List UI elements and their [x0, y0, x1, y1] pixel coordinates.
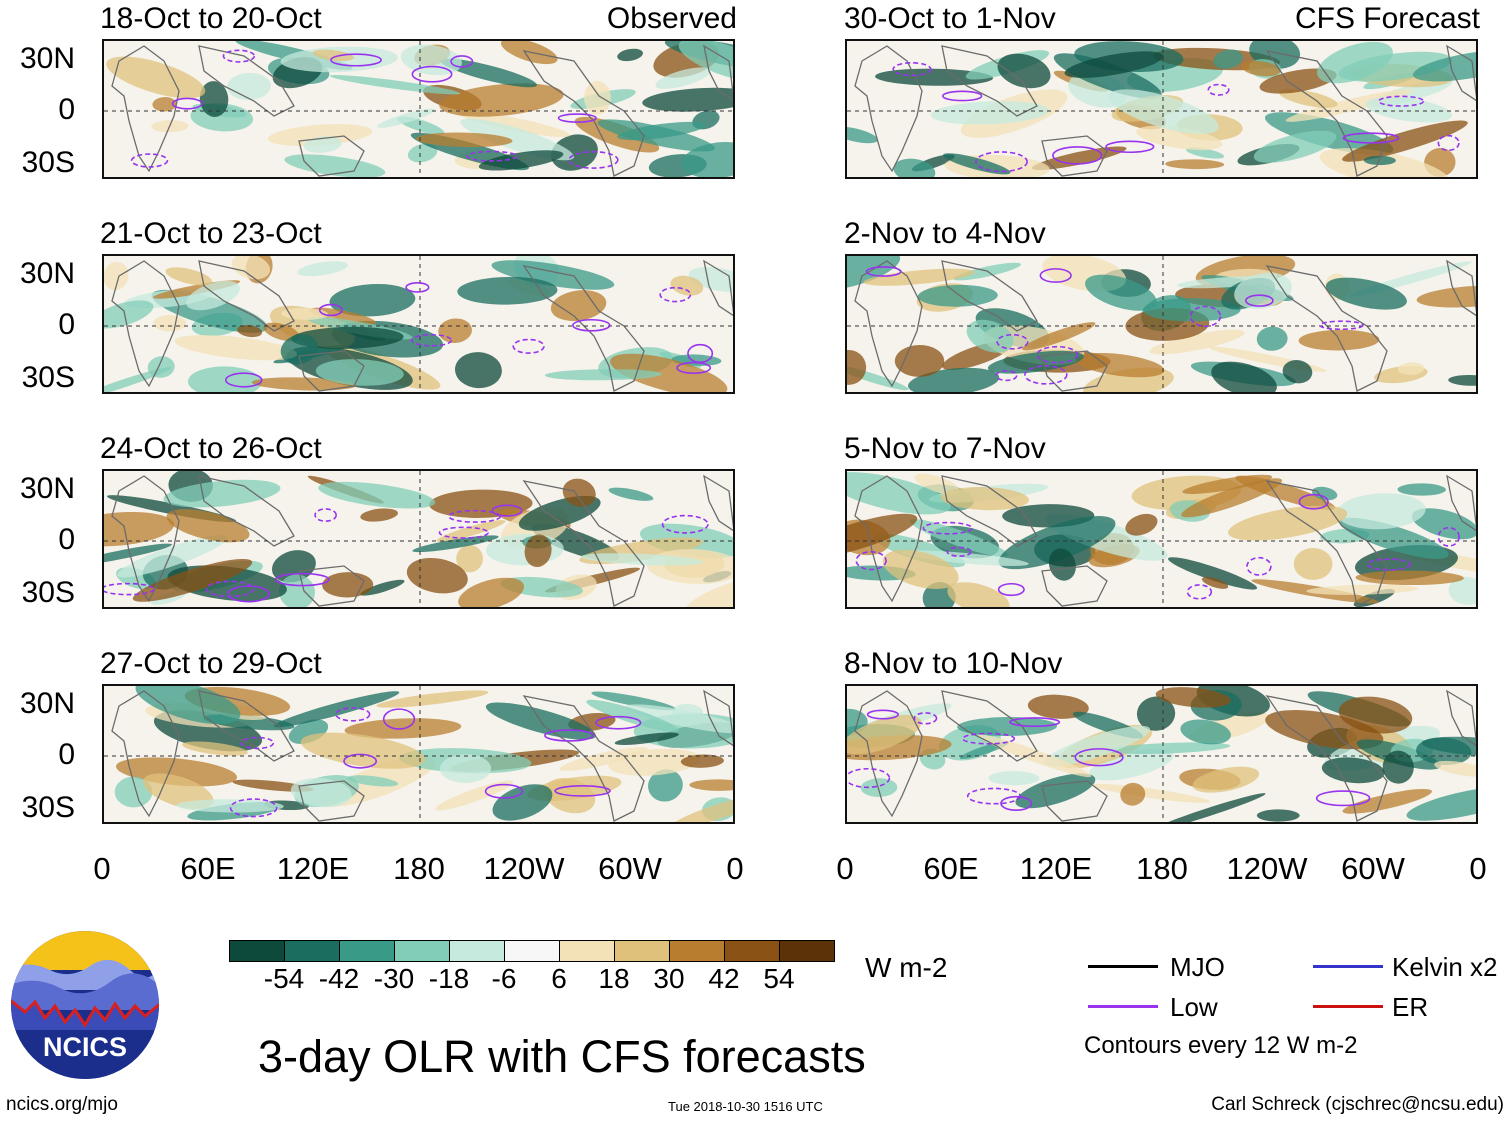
olr-map-panel-3: [102, 469, 735, 609]
lon-label-180: 180: [393, 851, 445, 886]
colorbar-unit: W m-2: [865, 952, 948, 983]
colorbar-swatch: [559, 940, 615, 962]
lon-label-60w: 60W: [1341, 851, 1405, 886]
lon-label-0: 0: [93, 851, 111, 886]
colorbar-tick-label: -6: [491, 963, 517, 994]
panel-title-4: 27-Oct to 29-Oct: [100, 647, 322, 680]
colorbar-swatch: [779, 940, 835, 962]
lon-label-120w: 120W: [483, 851, 565, 886]
lon-label-60e: 60E: [923, 851, 979, 886]
footer-url[interactable]: ncics.org/mjo: [6, 1094, 118, 1115]
lon-label-60e: 60E: [180, 851, 236, 886]
colorbar-tick-label: 54: [763, 963, 795, 994]
lat-label-0: 0: [58, 93, 75, 126]
olr-map-panel-5: [845, 39, 1478, 179]
legend-label-mjo: MJO: [1170, 952, 1225, 982]
colorbar-tick-label: -42: [318, 963, 360, 994]
lon-label-0: 0: [1469, 851, 1487, 886]
colorbar-swatch: [394, 940, 450, 962]
olr-map-panel-1: [102, 39, 735, 179]
panel-title-3: 24-Oct to 26-Oct: [100, 432, 322, 465]
panel-title-7: 5-Nov to 7-Nov: [844, 432, 1046, 465]
panel-title-1: 18-Oct to 20-Oct: [100, 2, 322, 35]
panel-title-8: 8-Nov to 10-Nov: [844, 647, 1063, 680]
lat-label-30n: 30N: [19, 257, 75, 290]
panel-title-5: 30-Oct to 1-Nov: [844, 2, 1056, 35]
lon-label-120e: 120E: [276, 851, 350, 886]
lon-label-180: 180: [1136, 851, 1188, 886]
colorbar-swatch: [449, 940, 505, 962]
colorbar-swatch: [724, 940, 780, 962]
colorbar-swatch: [614, 940, 670, 962]
colorbar-swatch: [504, 940, 560, 962]
panel-title-6: 2-Nov to 4-Nov: [844, 217, 1046, 250]
lat-label-0: 0: [58, 738, 75, 771]
olr-map-panel-6: [845, 254, 1478, 394]
panel-tag-observed: Observed: [606, 2, 737, 35]
colorbar-tick-label: 30: [653, 963, 685, 994]
lat-label-30s: 30S: [21, 146, 75, 179]
colorbar-tick-label: 42: [708, 963, 740, 994]
colorbar-swatch: [339, 940, 395, 962]
lat-label-0: 0: [58, 308, 75, 341]
logo-text: NCICS: [43, 1032, 127, 1062]
olr-map-panel-8: [845, 684, 1478, 824]
colorbar-tick-label: -30: [373, 963, 415, 994]
legend-note: Contours every 12 W m-2: [1084, 1032, 1358, 1059]
lat-label-30s: 30S: [21, 791, 75, 824]
lon-label-60w: 60W: [598, 851, 662, 886]
lat-label-30n: 30N: [19, 687, 75, 720]
lat-label-30s: 30S: [21, 576, 75, 609]
lat-label-30n: 30N: [19, 472, 75, 505]
legend-line-kelvin: [1313, 965, 1383, 968]
footer-timestamp: Tue 2018-10-30 1516 UTC: [668, 1099, 823, 1114]
legend-line-mjo: [1088, 965, 1158, 968]
colorbar-tick-label: 6: [551, 963, 567, 994]
colorbar-tick-label: 18: [598, 963, 630, 994]
lon-label-120e: 120E: [1019, 851, 1093, 886]
lon-label-0: 0: [726, 851, 744, 886]
chart-title: 3-day OLR with CFS forecasts: [258, 1031, 866, 1082]
lat-label-30n: 30N: [19, 42, 75, 75]
ncics-logo: NCICS: [10, 930, 160, 1080]
colorbar-swatch: [284, 940, 340, 962]
colorbar-swatch: [229, 940, 285, 962]
legend-label-low: Low: [1170, 992, 1218, 1022]
olr-map-panel-2: [102, 254, 735, 394]
lon-label-120w: 120W: [1226, 851, 1308, 886]
legend-label-er: ER: [1392, 992, 1429, 1022]
legend-line-low: [1088, 1005, 1158, 1008]
panel-tag-forecast: CFS Forecast: [1294, 2, 1480, 35]
colorbar-tick-label: -18: [428, 963, 470, 994]
olr-map-panel-7: [845, 469, 1478, 609]
panel-title-2: 21-Oct to 23-Oct: [100, 217, 322, 250]
lon-label-0: 0: [836, 851, 854, 886]
colorbar-swatch: [669, 940, 725, 962]
olr-map-panel-4: [102, 684, 735, 824]
legend-label-kelvin: Kelvin x2: [1392, 952, 1498, 982]
lat-label-0: 0: [58, 523, 75, 556]
legend-line-er: [1313, 1005, 1383, 1008]
footer-credit: Carl Schreck (cjschrec@ncsu.edu): [1211, 1094, 1504, 1115]
lat-label-30s: 30S: [21, 361, 75, 394]
colorbar-tick-label: -54: [263, 963, 305, 994]
